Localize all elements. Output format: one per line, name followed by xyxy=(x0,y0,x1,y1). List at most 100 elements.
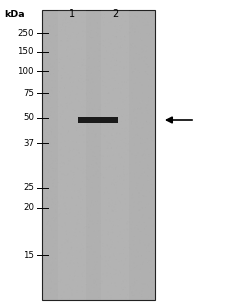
Point xyxy=(67,21,70,26)
Point xyxy=(91,33,95,38)
Point xyxy=(82,101,86,106)
Point xyxy=(130,90,134,95)
Point xyxy=(80,213,83,218)
Point xyxy=(148,77,152,82)
Point xyxy=(146,260,149,265)
Point xyxy=(109,202,112,207)
Point xyxy=(149,287,153,292)
Point xyxy=(67,150,71,154)
Point xyxy=(135,242,139,247)
Point xyxy=(88,103,91,108)
Point xyxy=(43,9,47,14)
Point xyxy=(59,38,63,43)
Point xyxy=(109,83,112,88)
Point xyxy=(97,210,101,215)
Point xyxy=(114,15,117,20)
Point xyxy=(110,146,113,151)
Point xyxy=(106,190,109,195)
Point xyxy=(61,23,65,28)
Point xyxy=(115,130,119,135)
Point xyxy=(75,32,79,37)
Point xyxy=(68,230,71,235)
Point xyxy=(46,20,49,25)
Point xyxy=(45,256,49,261)
Point xyxy=(90,88,94,93)
Point xyxy=(76,249,80,254)
Point xyxy=(133,67,137,72)
Point xyxy=(149,122,153,127)
Point xyxy=(148,292,152,297)
Point xyxy=(145,101,148,106)
Point xyxy=(78,76,82,81)
Point xyxy=(73,214,77,219)
Point xyxy=(90,105,94,110)
Point xyxy=(83,214,86,219)
Point xyxy=(112,122,115,127)
Point xyxy=(75,190,78,195)
Point xyxy=(140,194,144,199)
Point xyxy=(116,196,119,200)
Point xyxy=(138,19,142,24)
Point xyxy=(130,265,133,270)
Point xyxy=(45,196,49,201)
Point xyxy=(119,148,123,153)
Point xyxy=(115,165,118,169)
Point xyxy=(124,143,127,148)
Point xyxy=(152,21,156,26)
Point xyxy=(62,105,66,110)
Point xyxy=(108,233,111,238)
Point xyxy=(120,294,123,299)
Point xyxy=(48,204,51,208)
Point xyxy=(72,163,75,168)
Point xyxy=(66,252,69,257)
Point xyxy=(72,211,75,216)
Point xyxy=(55,16,59,21)
Point xyxy=(110,276,114,281)
Point xyxy=(124,67,128,72)
Point xyxy=(88,144,91,149)
Point xyxy=(59,79,63,84)
Point xyxy=(137,81,140,86)
Point xyxy=(54,269,58,274)
Point xyxy=(54,228,58,233)
Point xyxy=(115,58,118,63)
Point xyxy=(123,80,126,85)
Point xyxy=(112,25,116,30)
Point xyxy=(149,55,152,60)
Point xyxy=(88,194,91,199)
Point xyxy=(64,24,68,29)
Point xyxy=(136,101,139,106)
Point xyxy=(146,23,150,28)
Point xyxy=(59,39,63,44)
Point xyxy=(51,282,54,286)
Point xyxy=(45,196,49,200)
Point xyxy=(138,235,142,240)
Point xyxy=(101,85,105,90)
Point xyxy=(149,204,152,209)
Point xyxy=(63,70,67,75)
Point xyxy=(91,80,95,85)
Point xyxy=(107,91,111,95)
Point xyxy=(81,66,85,71)
Point xyxy=(136,49,140,54)
Point xyxy=(112,183,116,188)
Point xyxy=(90,86,94,91)
Point xyxy=(131,47,135,52)
Point xyxy=(116,119,119,124)
Point xyxy=(64,262,68,266)
Point xyxy=(127,83,131,87)
Text: 100: 100 xyxy=(18,67,34,76)
Point xyxy=(118,155,122,160)
Point xyxy=(141,166,145,171)
Point xyxy=(61,231,65,236)
Point xyxy=(41,255,45,260)
Point xyxy=(106,229,110,234)
Point xyxy=(59,131,63,136)
Point xyxy=(126,172,129,177)
Point xyxy=(67,33,71,38)
Point xyxy=(89,32,92,37)
Point xyxy=(58,148,62,153)
Point xyxy=(88,274,92,278)
Point xyxy=(135,21,139,26)
Point xyxy=(149,20,152,25)
